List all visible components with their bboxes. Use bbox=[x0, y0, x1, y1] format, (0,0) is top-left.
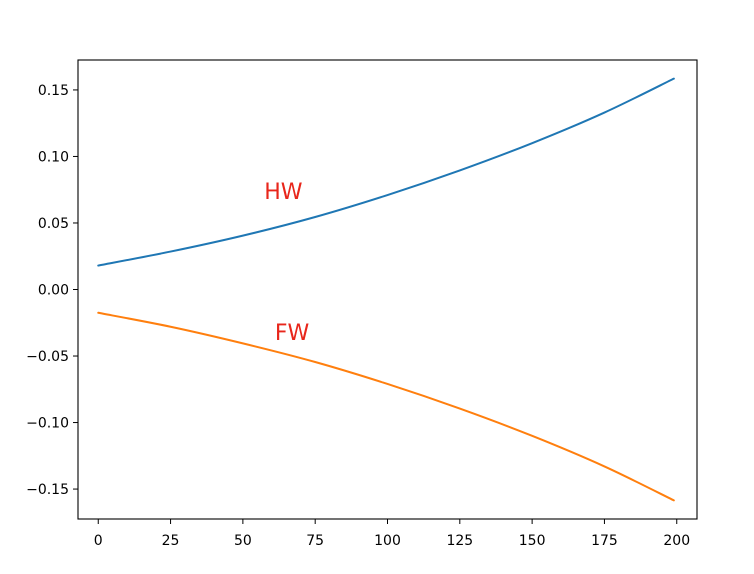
annotation-hw: HW bbox=[264, 180, 303, 205]
y-tick-label: −0.15 bbox=[26, 482, 69, 498]
x-tick-label: 25 bbox=[162, 533, 180, 549]
x-tick-label: 125 bbox=[446, 533, 473, 549]
axes: 0 25 50 75 100 125 150 175 200 0.15 0.10 0.05 0.00 −0… bbox=[26, 59, 698, 549]
series-lines bbox=[97, 77, 675, 502]
x-tick-label: 175 bbox=[591, 533, 618, 549]
y-tick-label: −0.10 bbox=[26, 416, 69, 432]
x-tick-label: 50 bbox=[234, 533, 252, 549]
x-tick-label: 100 bbox=[374, 533, 401, 549]
y-tick-label: 0.15 bbox=[38, 83, 69, 99]
x-tick-label: 0 bbox=[94, 533, 103, 549]
x-tick-label: 200 bbox=[663, 533, 690, 549]
y-tick-label: 0.00 bbox=[38, 283, 69, 299]
y-tick-label: 0.10 bbox=[38, 149, 69, 165]
annotations: HW FW bbox=[264, 180, 309, 346]
x-tick-label: 150 bbox=[519, 533, 546, 549]
series-line-2 bbox=[97, 311, 675, 502]
y-tick-label: −0.05 bbox=[26, 349, 69, 365]
x-tick-label: 75 bbox=[306, 533, 324, 549]
series-line-1 bbox=[97, 77, 675, 267]
annotation-fw: FW bbox=[275, 321, 310, 346]
y-tick-label: 0.05 bbox=[38, 216, 69, 232]
